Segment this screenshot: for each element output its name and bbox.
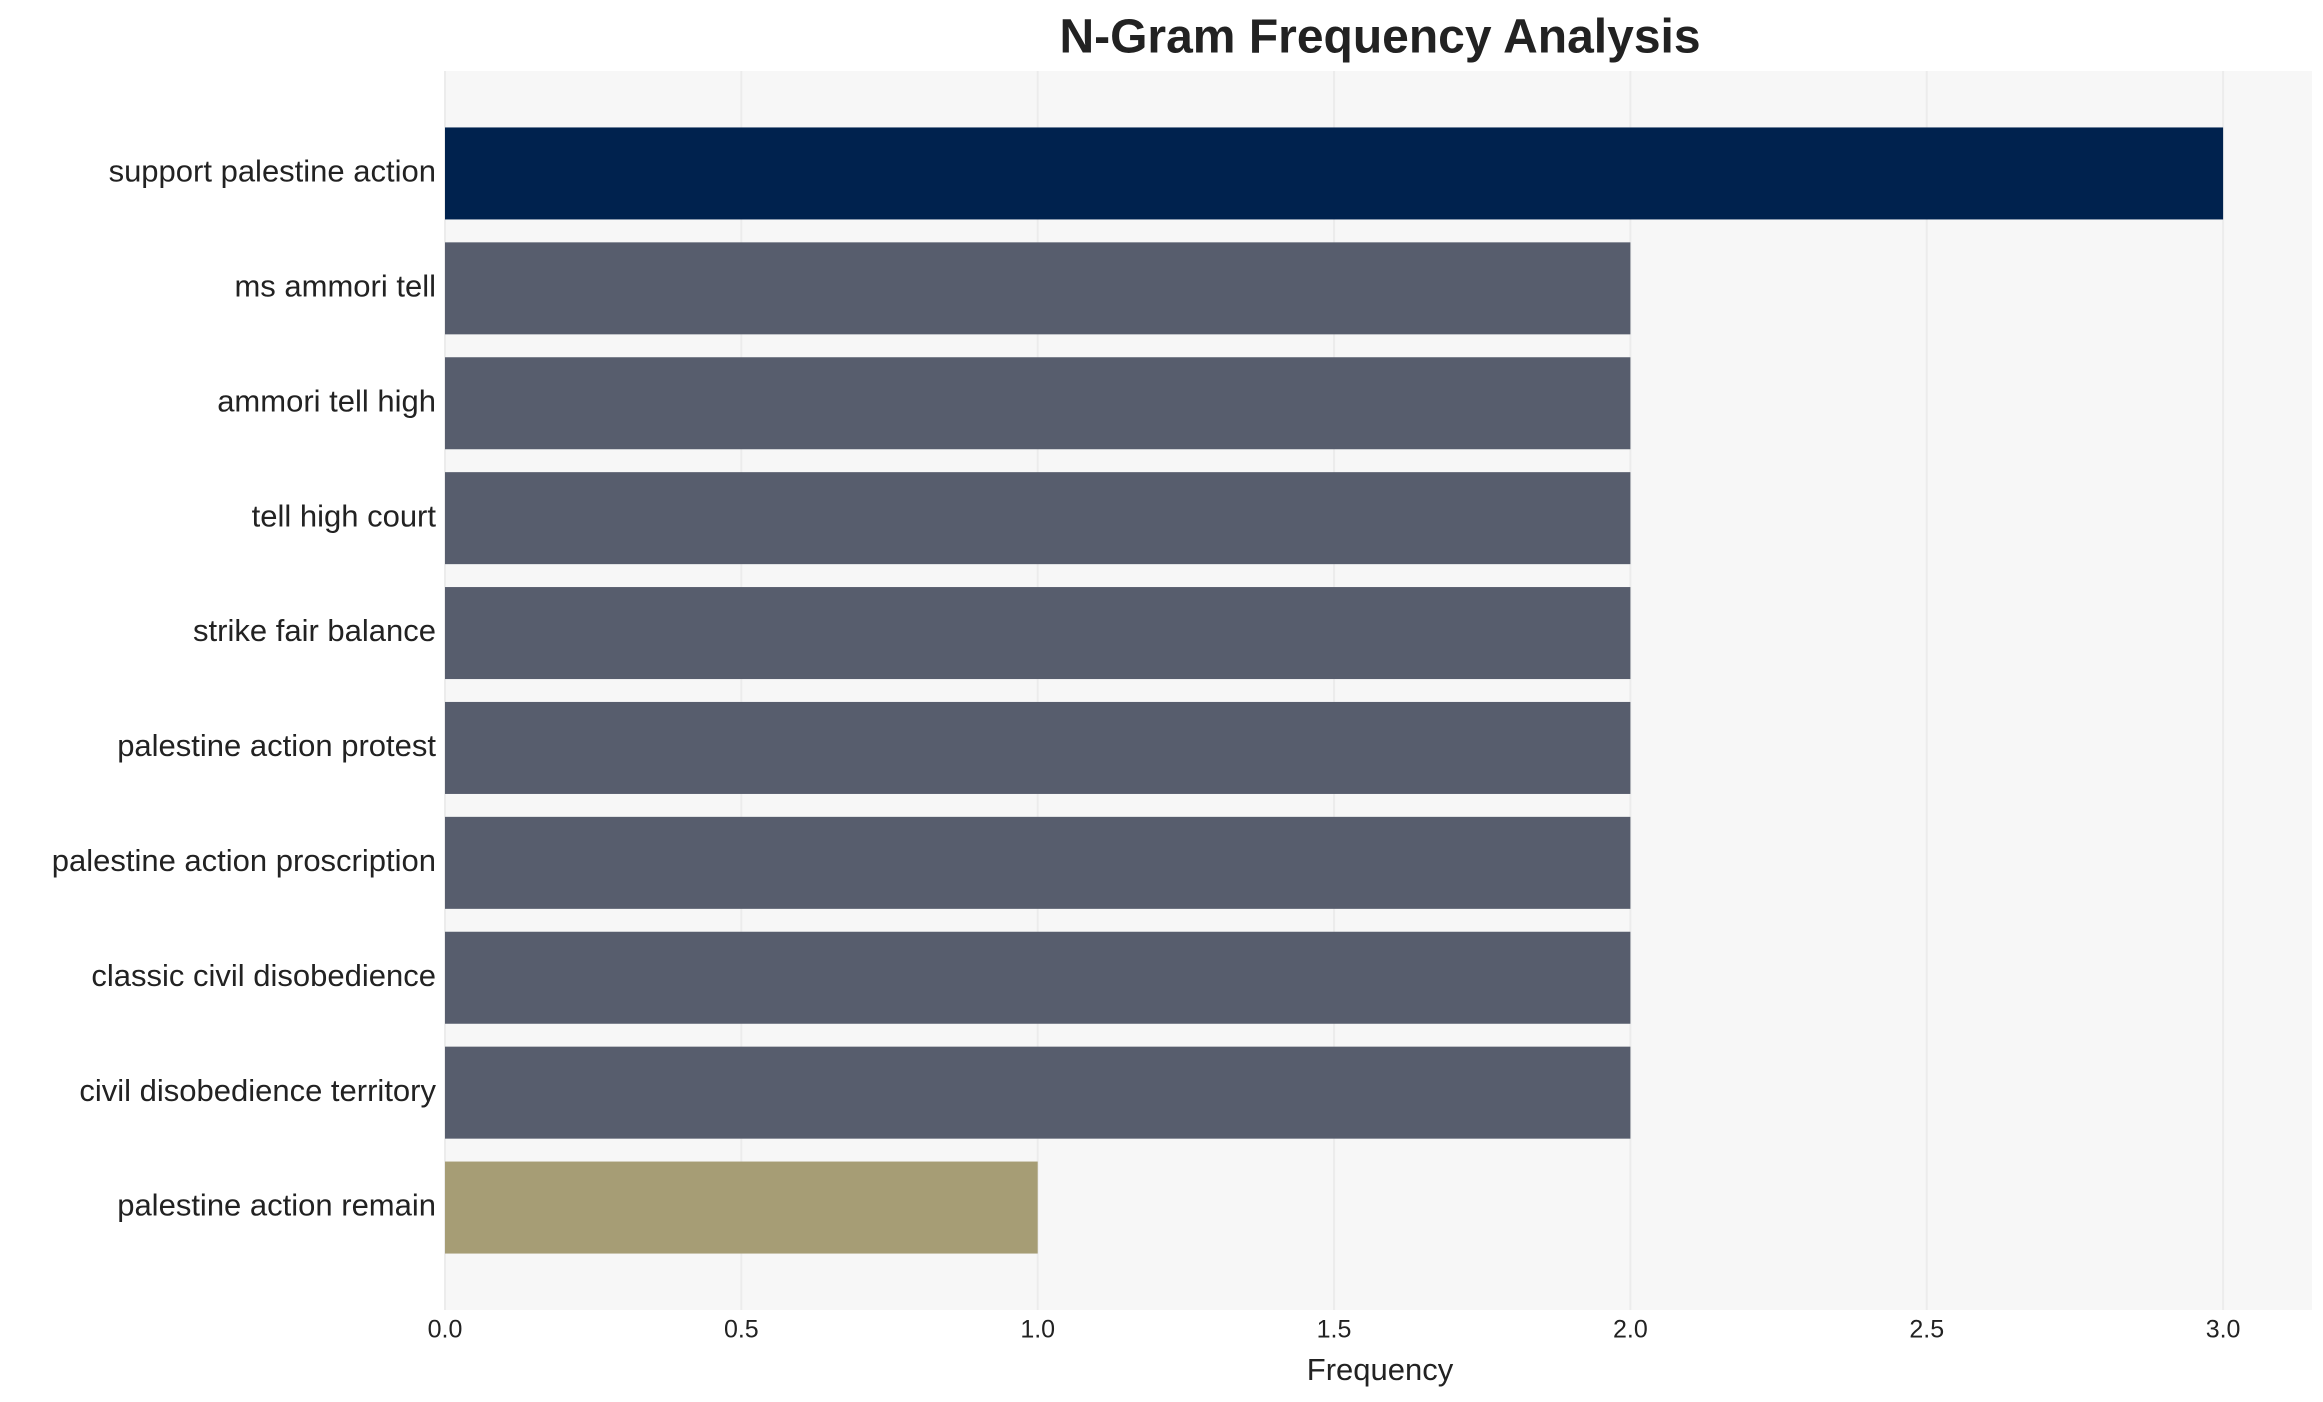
y-tick-label: palestine action proscription xyxy=(52,843,436,878)
bar xyxy=(445,472,1631,565)
y-tick-label: ms ammori tell xyxy=(234,269,436,304)
y-tick-label: palestine action protest xyxy=(117,728,436,763)
bar xyxy=(445,1046,1631,1139)
bar xyxy=(445,1161,1038,1254)
y-tick-label: civil disobedience territory xyxy=(79,1073,436,1108)
x-axis-label: Frequency xyxy=(1307,1352,1454,1387)
x-tick-label: 1.0 xyxy=(1020,1316,1055,1344)
y-tick-label: strike fair balance xyxy=(193,613,436,648)
bar xyxy=(445,816,1631,909)
x-tick-label: 3.0 xyxy=(2206,1316,2241,1344)
bar xyxy=(445,357,1631,450)
bar xyxy=(445,701,1631,794)
bar xyxy=(445,931,1631,1024)
y-tick-label: support palestine action xyxy=(109,154,436,189)
bar xyxy=(445,242,1631,335)
x-tick-label: 2.5 xyxy=(1909,1316,1944,1344)
x-tick-label: 2.0 xyxy=(1613,1316,1648,1344)
bar xyxy=(445,587,1631,680)
x-tick-label: 0.5 xyxy=(724,1316,759,1344)
x-tick-label: 0.0 xyxy=(428,1316,463,1344)
y-tick-label: tell high court xyxy=(252,498,437,533)
bar xyxy=(445,127,2224,220)
x-tick-label: 1.5 xyxy=(1317,1316,1352,1344)
chart-title: N-Gram Frequency Analysis xyxy=(1059,11,1700,64)
y-tick-label: palestine action remain xyxy=(117,1188,436,1223)
y-tick-label: ammori tell high xyxy=(217,383,436,418)
y-tick-label: classic civil disobedience xyxy=(91,958,436,993)
